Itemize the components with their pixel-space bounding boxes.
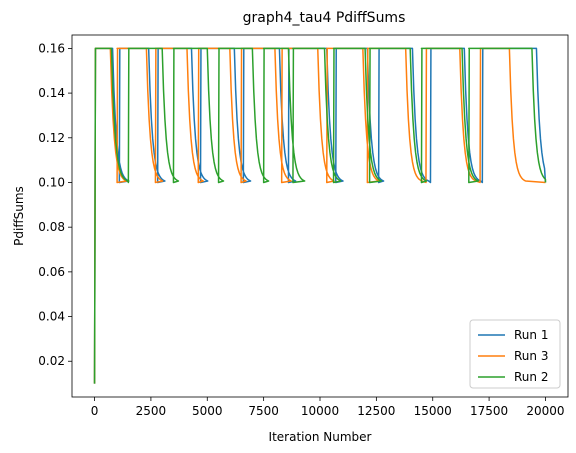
legend-label: Run 3 bbox=[514, 349, 548, 363]
y-tick-label: 0.02 bbox=[38, 354, 65, 368]
x-tick-label: 7500 bbox=[248, 404, 279, 418]
y-axis-label: PdiffSums bbox=[12, 186, 26, 246]
y-tick-label: 0.04 bbox=[38, 310, 65, 324]
x-axis: 0 2500 5000 7500 10000 12500 15000 17500 20000 bbox=[91, 397, 565, 418]
y-axis: 0.02 0.04 0.06 0.08 0.10 0.12 0.14 0.16 bbox=[38, 41, 72, 368]
legend-label: Run 1 bbox=[514, 328, 548, 342]
plot-area bbox=[93, 47, 547, 384]
y-tick-label: 0.16 bbox=[38, 41, 65, 55]
chart-title: graph4_tau4 PdiffSums bbox=[243, 10, 406, 26]
x-tick-label: 2500 bbox=[136, 404, 167, 418]
x-tick-label: 0 bbox=[91, 404, 99, 418]
x-tick-label: 17500 bbox=[470, 404, 508, 418]
y-tick-label: 0.06 bbox=[38, 265, 65, 279]
x-tick-label: 5000 bbox=[192, 404, 223, 418]
y-tick-label: 0.12 bbox=[38, 131, 65, 145]
x-tick-label: 10000 bbox=[301, 404, 339, 418]
legend-label: Run 2 bbox=[514, 370, 548, 384]
legend: Run 1 Run 3 Run 2 bbox=[469, 319, 561, 389]
y-tick-label: 0.08 bbox=[38, 220, 65, 234]
x-axis-label: Iteration Number bbox=[269, 430, 372, 444]
y-tick-label: 0.14 bbox=[38, 86, 65, 100]
x-tick-label: 12500 bbox=[357, 404, 395, 418]
series-line-run-3 bbox=[93, 47, 546, 384]
y-tick-label: 0.10 bbox=[38, 175, 65, 189]
x-tick-label: 15000 bbox=[414, 404, 452, 418]
x-tick-label: 20000 bbox=[526, 404, 564, 418]
series-line-run-2 bbox=[93, 47, 547, 384]
legend-box bbox=[469, 319, 561, 389]
